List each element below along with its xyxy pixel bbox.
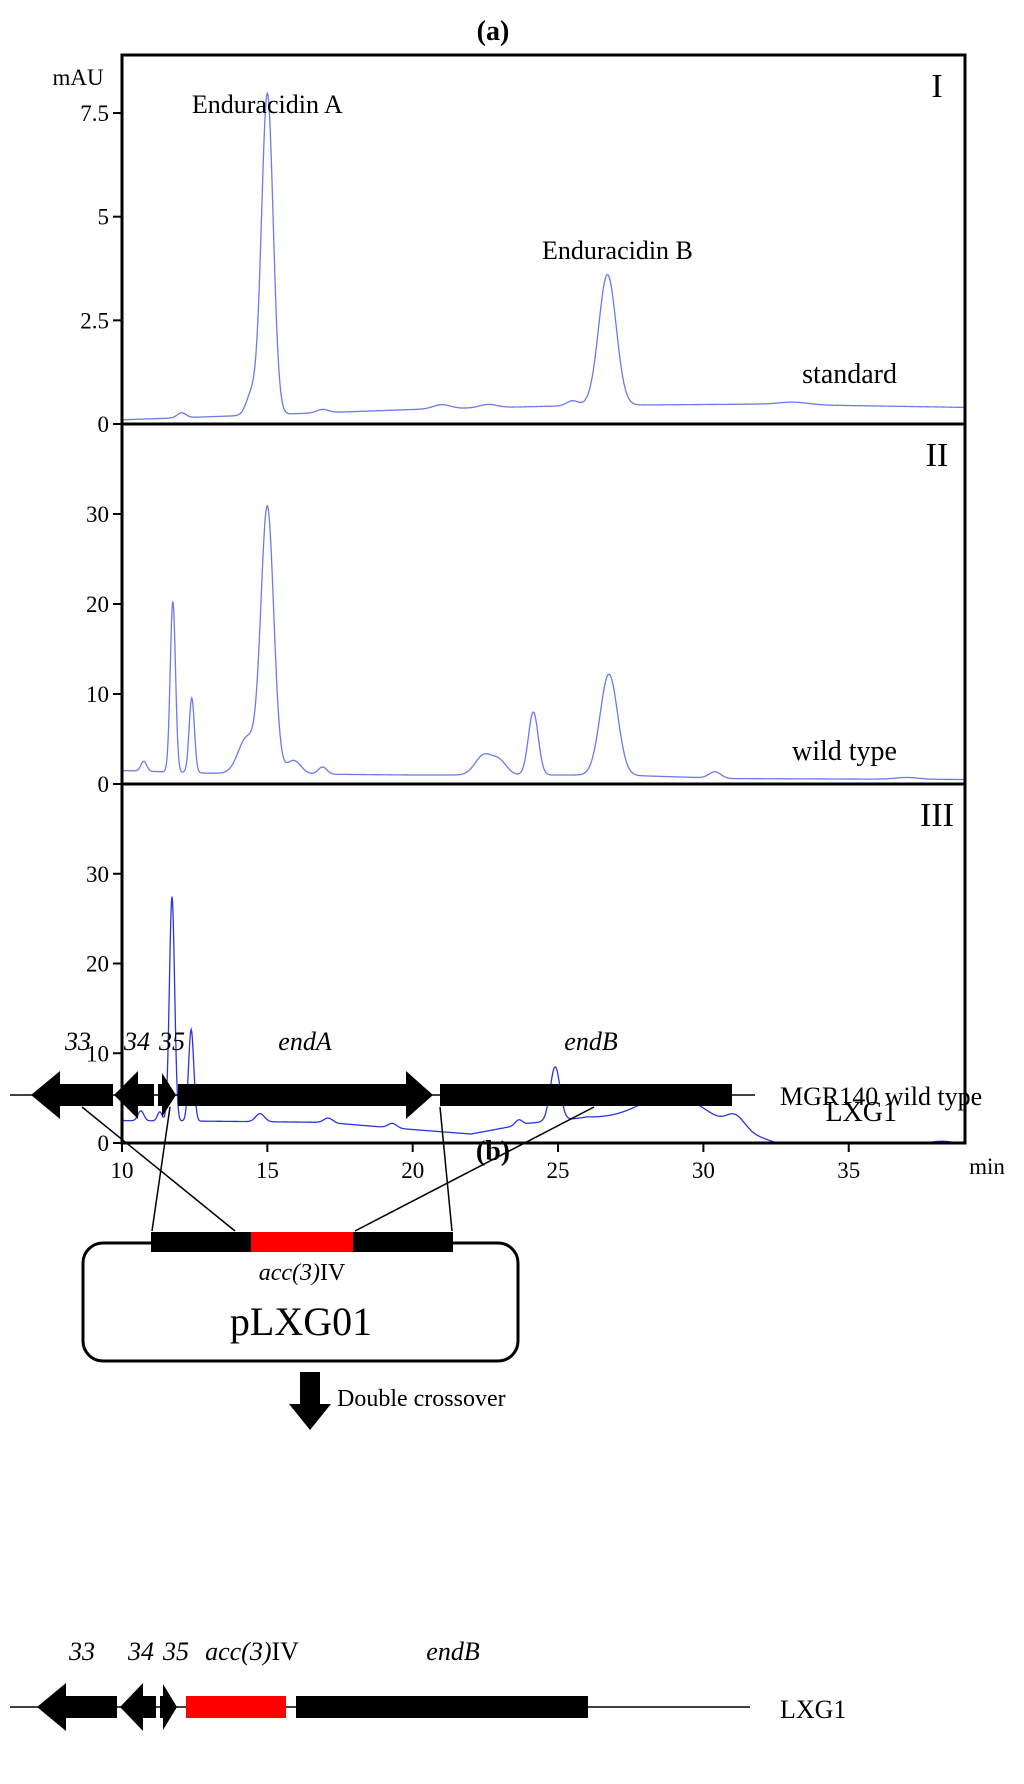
plasmid-left-homology-arm — [151, 1232, 251, 1252]
sample-label-III: LXG1 — [825, 1097, 897, 1128]
y-tick-label-2-3: 30 — [86, 502, 109, 527]
chart-frame — [120, 53, 967, 1145]
mutant-insert-label-italic: acc(3) — [205, 1637, 271, 1666]
x-tick-label-4: 30 — [692, 1158, 715, 1183]
gene-33-label: 33 — [64, 1027, 91, 1056]
y-tick-label-1-2: 5 — [98, 205, 110, 230]
x-tick-label-5: 35 — [837, 1158, 860, 1183]
plasmid-insert-label: acc(3)IV — [259, 1260, 346, 1286]
sample-label-I: standard — [802, 359, 897, 390]
trace-II — [121, 504, 965, 781]
y-tick-label-1-0: 0 — [98, 412, 110, 437]
mutant-insert-label: acc(3)IV — [205, 1637, 299, 1666]
sample-label-II: wild type — [792, 736, 897, 767]
gene-33-arrow — [31, 1071, 113, 1119]
gene-endA-arrow — [178, 1071, 433, 1119]
homology-line-left-inner — [151, 1106, 171, 1232]
panel-roman-II: II — [926, 437, 949, 474]
gene-35-arrow — [158, 1073, 176, 1117]
gene-34-arrow — [114, 1071, 154, 1119]
plasmid-right-homology-arm — [353, 1232, 453, 1252]
mutant-gene-33-label: 33 — [68, 1637, 95, 1666]
y-axis-label: mAU — [52, 65, 104, 90]
y-tick-label-2-2: 20 — [86, 592, 109, 617]
y-tick-label-1-3: 7.5 — [80, 101, 109, 126]
x-tick-label-3: 25 — [547, 1158, 570, 1183]
plasmid-insert-label-italic: acc(3) — [259, 1260, 320, 1286]
gene-35-label: 35 — [158, 1027, 185, 1056]
gene-endB-label: endB — [564, 1027, 618, 1056]
peak-label-enduracidin-a: Enduracidin A — [192, 90, 343, 119]
mutant-gene-35-arrow — [160, 1684, 177, 1730]
x-tick-label-0: 10 — [111, 1158, 134, 1183]
panel-roman-III: III — [920, 797, 954, 834]
x-axis-label: min — [969, 1154, 1005, 1179]
panel-a-label: (a) — [477, 16, 510, 47]
panel-b-label: (b) — [476, 1136, 510, 1167]
crossover-arrow — [289, 1372, 331, 1430]
gene-34-label: 34 — [123, 1027, 150, 1056]
gene-map: 33 34 35 endA endB MGR140 wild type acc(… — [10, 1027, 982, 1731]
panel-roman-I: I — [931, 68, 942, 105]
trace-I — [121, 91, 966, 421]
y-tick-label-3-1: 10 — [86, 1041, 109, 1066]
mutant-insert — [186, 1696, 286, 1718]
homology-line-left-outer — [81, 1106, 236, 1232]
plasmid-insert-label-suffix: IV — [320, 1260, 346, 1286]
plasmid-insert — [251, 1232, 353, 1252]
y-tick-label-3-0: 0 — [98, 1131, 110, 1156]
y-tick-label-2-1: 10 — [86, 682, 109, 707]
gene-endA-label: endA — [278, 1027, 332, 1056]
x-tick-label-2: 20 — [401, 1158, 424, 1183]
wild-type-strain-label: MGR140 wild type — [780, 1082, 982, 1111]
y-tick-label-3-2: 20 — [86, 952, 109, 977]
mutant-gene-35-label: 35 — [162, 1637, 189, 1666]
mutant-gene-34-label: 34 — [127, 1637, 154, 1666]
mutant-insert-label-suffix: IV — [271, 1637, 299, 1666]
peak-label-enduracidin-b: Enduracidin B — [542, 236, 693, 265]
homology-line-right-inner — [439, 1106, 453, 1232]
homology-line-right-outer — [354, 1106, 595, 1232]
y-tick-label-1-1: 2.5 — [80, 308, 109, 333]
mutant-gene-endB-bar — [296, 1696, 588, 1718]
crossover-label: Double crossover — [337, 1386, 506, 1412]
y-tick-label-3-3: 30 — [86, 862, 109, 887]
x-tick-label-1: 15 — [256, 1158, 279, 1183]
y-tick-label-2-0: 0 — [98, 772, 110, 797]
mutant-gene-34-arrow — [120, 1683, 156, 1731]
mutant-gene-33-arrow — [37, 1683, 117, 1731]
mutant-gene-endB-label: endB — [426, 1637, 480, 1666]
mutant-strain-label: LXG1 — [780, 1695, 846, 1724]
gene-endB-bar — [440, 1084, 732, 1106]
plasmid-name: pLXG01 — [230, 1299, 372, 1344]
